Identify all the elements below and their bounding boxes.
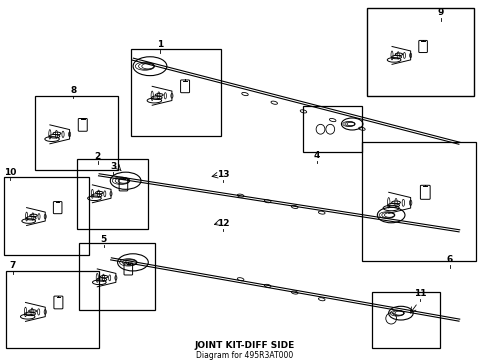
Text: 8: 8 [71,86,76,95]
Text: 7: 7 [9,261,16,270]
Text: 6: 6 [446,255,453,264]
Text: 10: 10 [4,168,16,177]
Text: 4: 4 [314,151,320,160]
Text: 5: 5 [100,235,107,244]
Text: 9: 9 [438,8,444,17]
Text: 1: 1 [157,40,163,49]
Text: JOINT KIT-DIFF SIDE: JOINT KIT-DIFF SIDE [195,341,295,350]
Text: 13: 13 [217,170,229,179]
Text: 3: 3 [110,162,117,171]
Text: Diagram for 495R3AT000: Diagram for 495R3AT000 [196,351,294,360]
Text: 2: 2 [95,152,101,161]
Text: 12: 12 [217,219,229,228]
Text: 11: 11 [414,289,427,298]
